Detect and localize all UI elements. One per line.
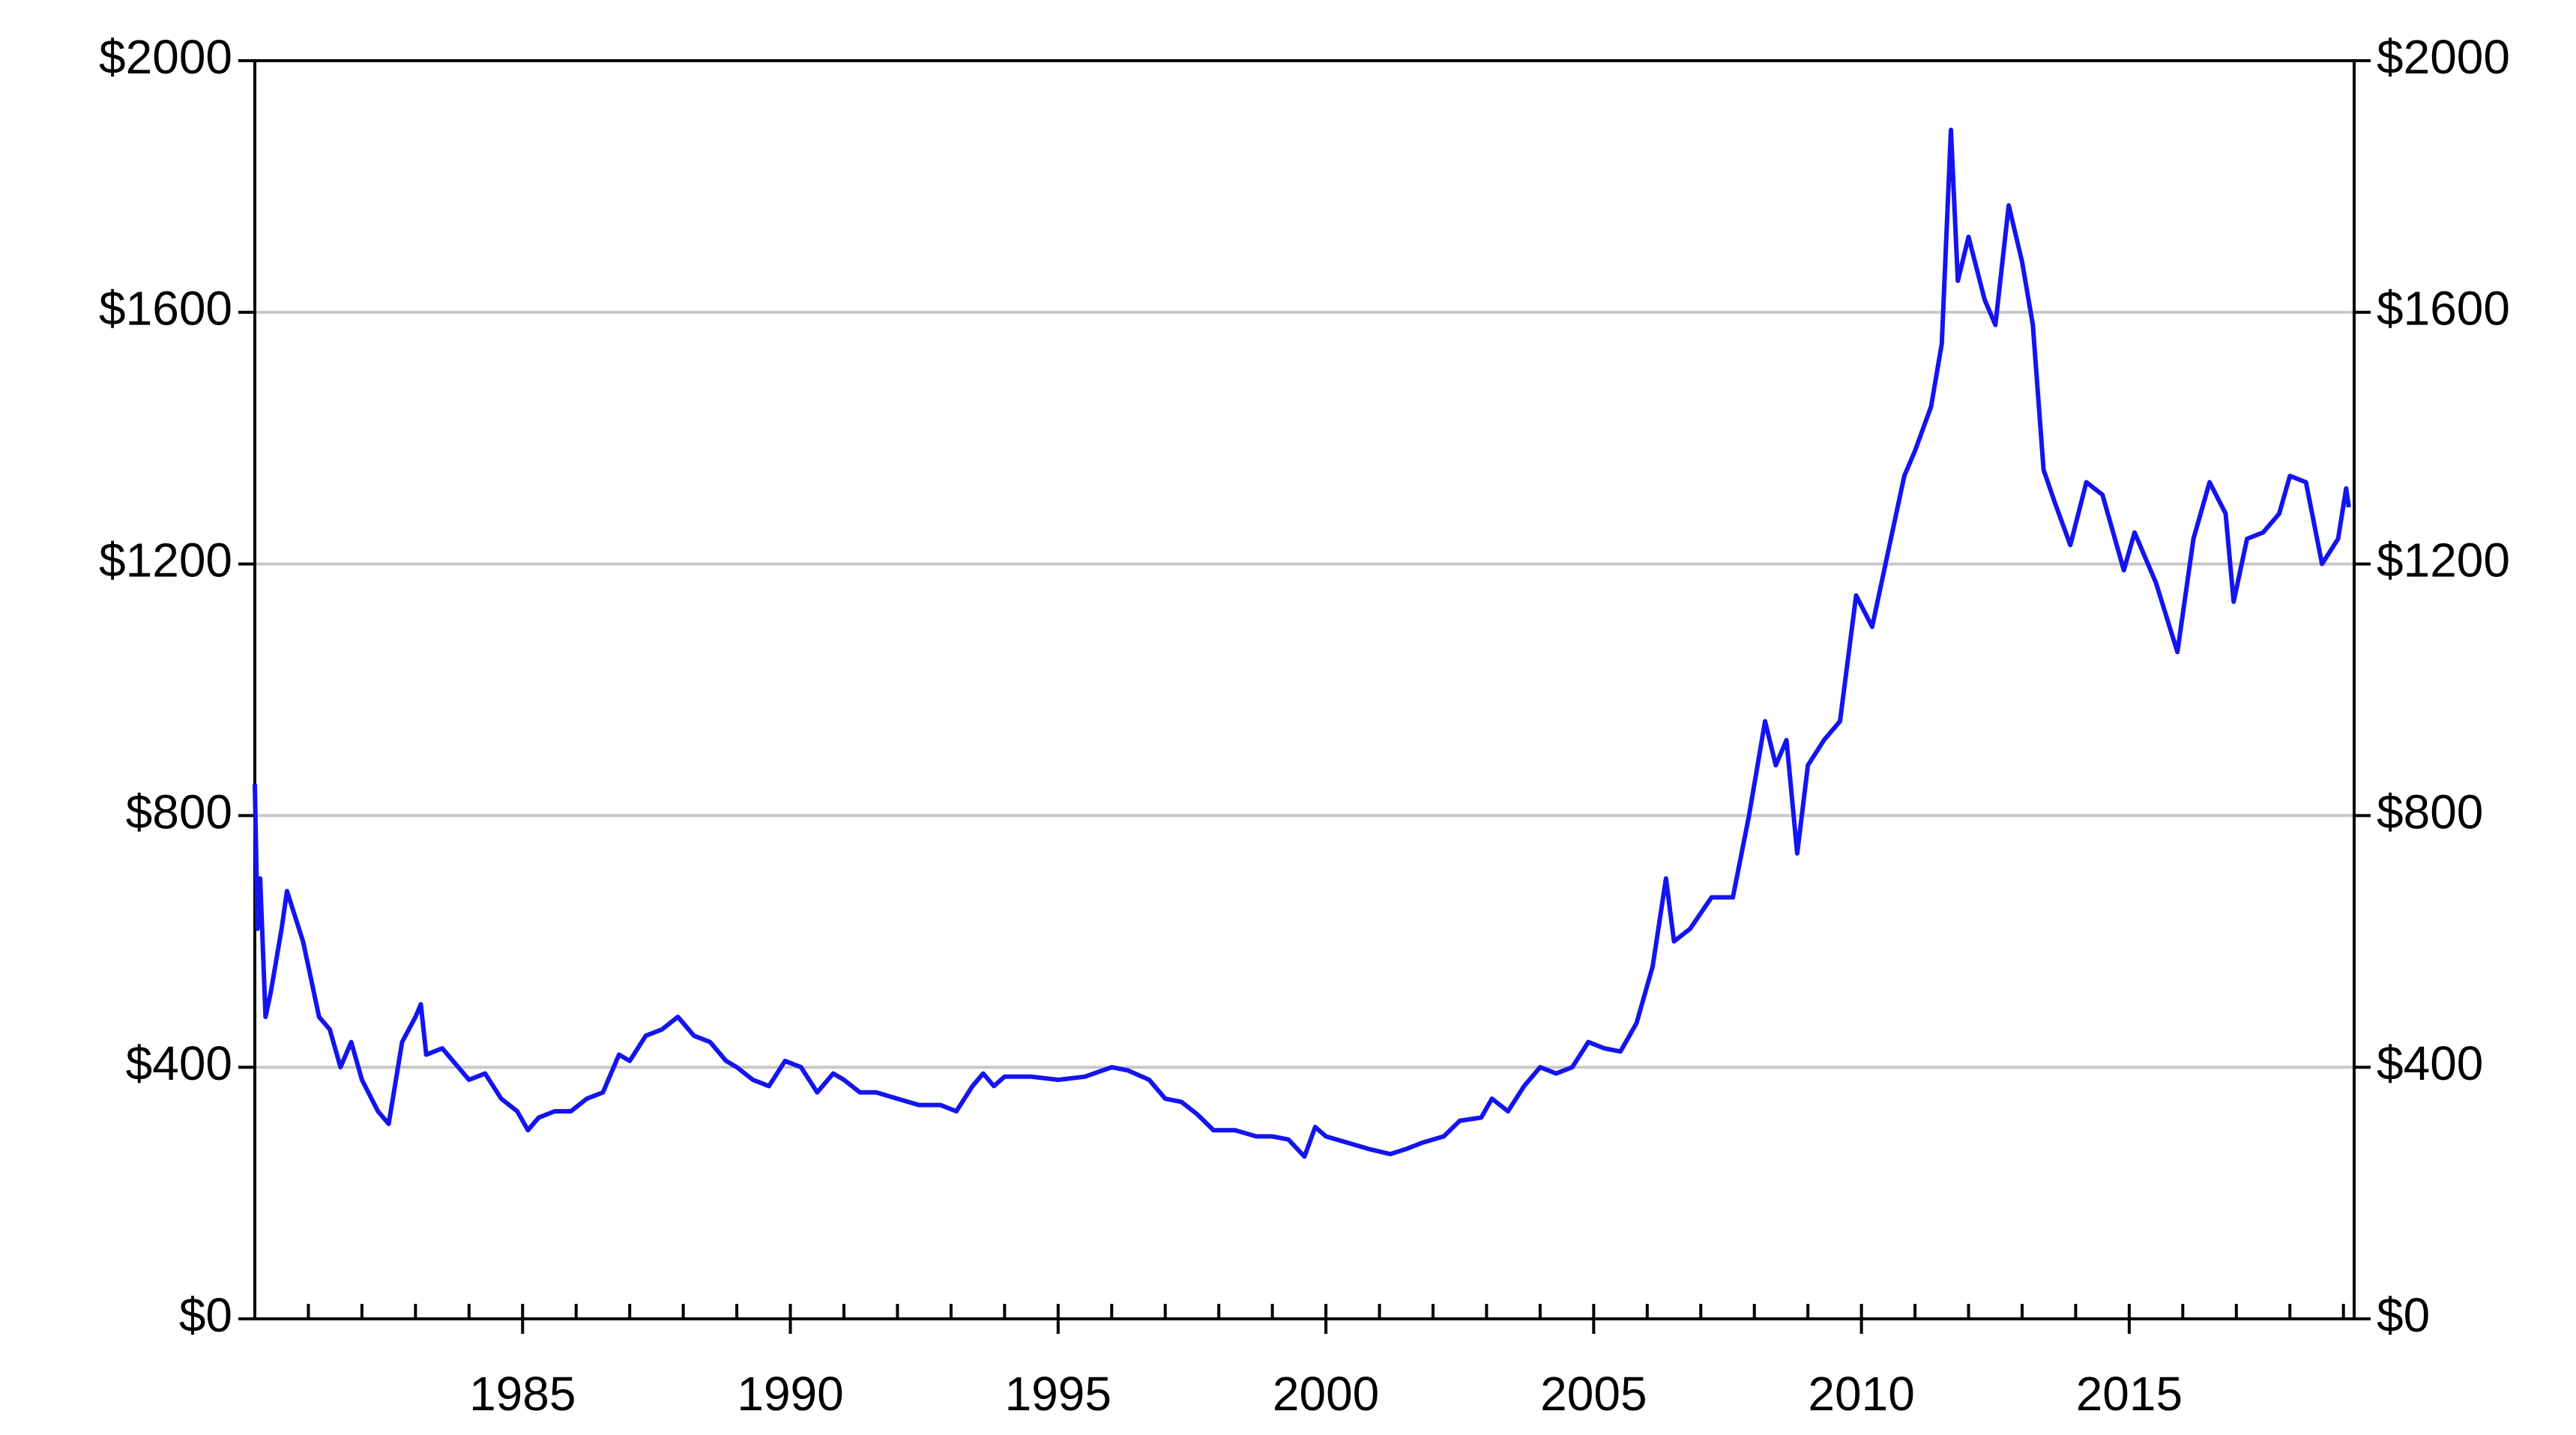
y-tick-label: $0 — [179, 1288, 232, 1342]
y2-tick-label: $2000 — [2377, 30, 2510, 84]
x-tick-label: 2015 — [2076, 1367, 2183, 1421]
y-tick-label: $2000 — [99, 30, 232, 84]
x-tick-label: 2005 — [1540, 1367, 1647, 1421]
x-tick-label: 1990 — [737, 1367, 843, 1421]
y2-tick-label: $1600 — [2377, 282, 2510, 336]
y-tick-label: $1600 — [99, 282, 232, 336]
x-tick-label: 1995 — [1005, 1367, 1111, 1421]
x-tick-label: 2000 — [1273, 1367, 1379, 1421]
y2-tick-label: $1200 — [2377, 534, 2510, 587]
x-tick-label: 1985 — [469, 1367, 576, 1421]
x-tick-label: 2010 — [1808, 1367, 1914, 1421]
y-tick-label: $1200 — [99, 534, 232, 587]
y-tick-label: $400 — [126, 1036, 232, 1090]
y2-tick-label: $800 — [2377, 785, 2483, 839]
y2-tick-label: $400 — [2377, 1036, 2483, 1090]
plot-frame — [253, 59, 2356, 1320]
y2-tick-label: $0 — [2377, 1288, 2430, 1342]
price-line — [253, 127, 2351, 1159]
y-tick-label: $800 — [126, 785, 232, 839]
